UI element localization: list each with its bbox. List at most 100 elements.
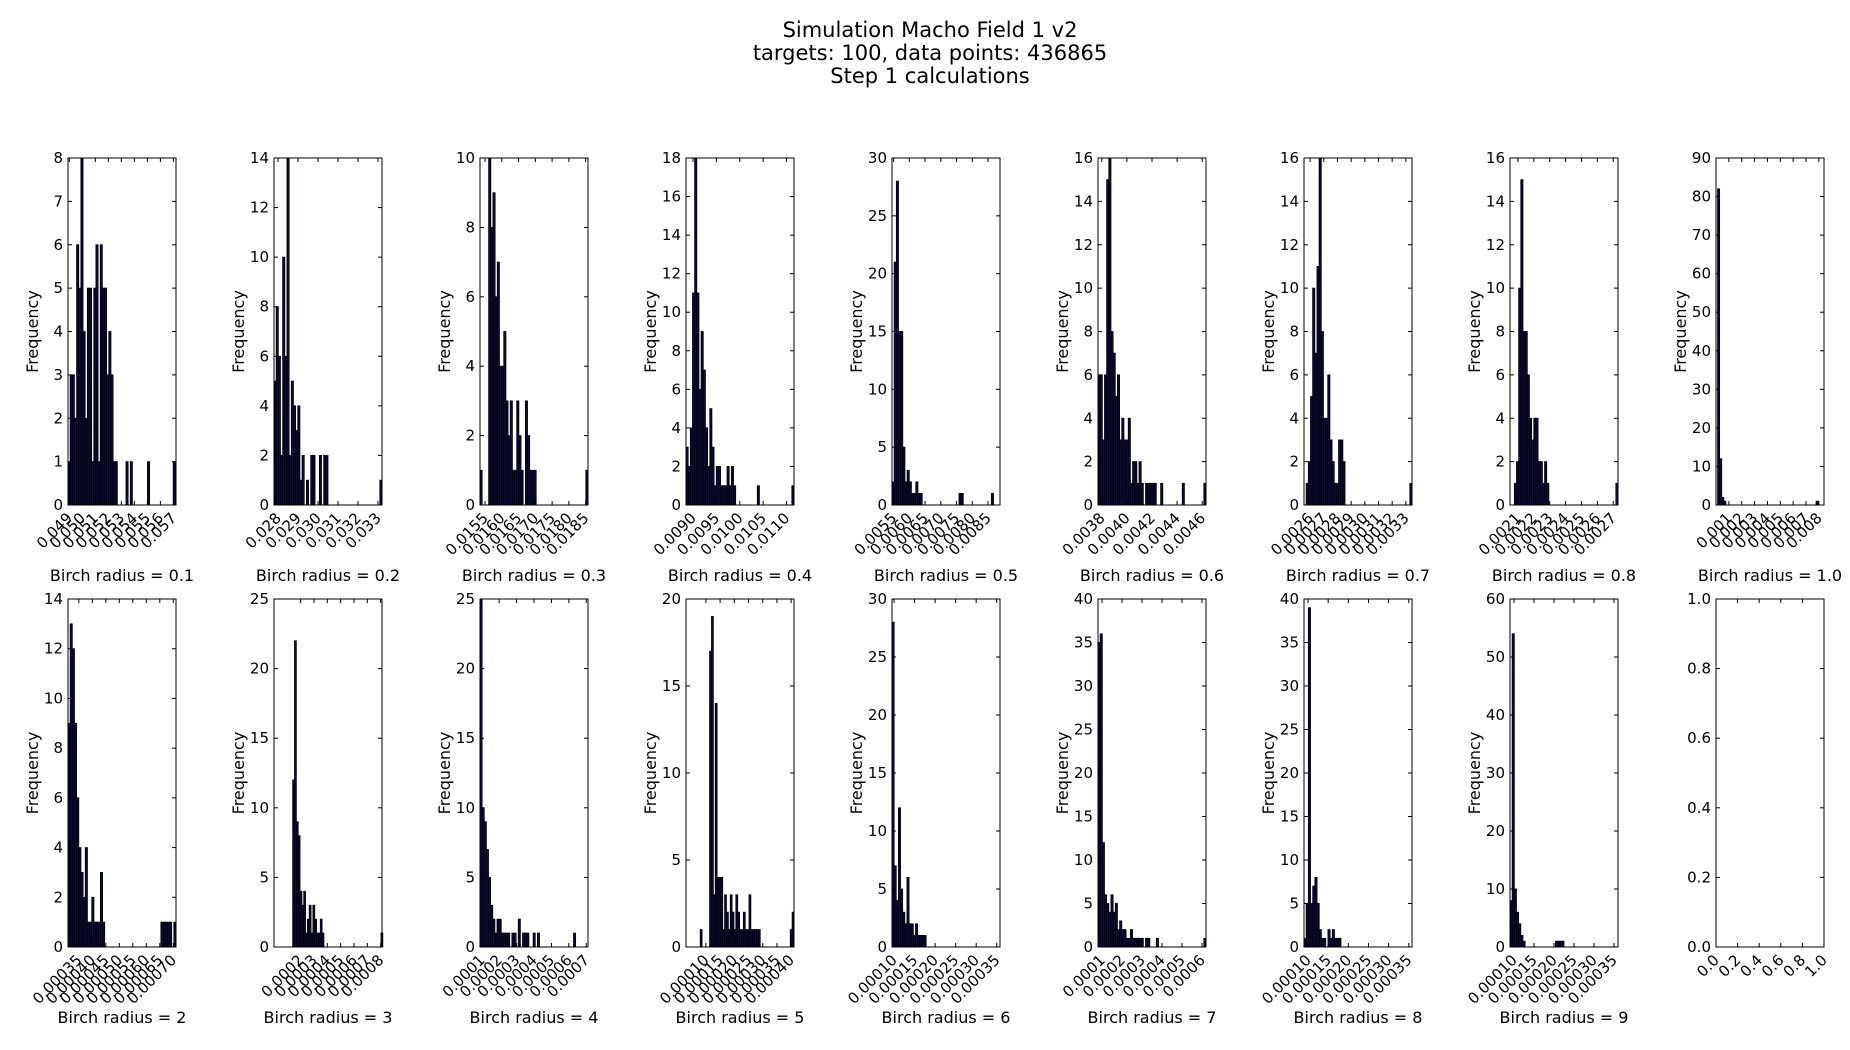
- y-tick-label: 30: [1280, 677, 1299, 695]
- bar-group: [1097, 157, 1207, 506]
- y-tick-label: 1.0: [1687, 590, 1711, 608]
- y-tick-label: 15: [456, 729, 475, 747]
- y-tick-label: 35: [1074, 634, 1093, 652]
- y-tick-label: 20: [1692, 419, 1711, 437]
- y-tick-label: 20: [662, 590, 681, 608]
- y-tick-label: 2: [671, 457, 681, 475]
- histogram-bar: [526, 932, 530, 948]
- x-axis-label: Birch radius = 8: [1294, 1008, 1423, 1027]
- axes-frame: [1715, 157, 1825, 506]
- y-tick-label: 2: [53, 888, 63, 906]
- histogram-bar: [1561, 940, 1565, 948]
- histogram-bar: [919, 493, 923, 506]
- y-tick-label: 5: [877, 438, 887, 456]
- histogram-3: 02468100.01550.01600.01650.01700.01750.0…: [435, 149, 606, 585]
- y-tick-label: 14: [250, 149, 269, 167]
- figure-title-line-3: Step 1 calculations: [830, 64, 1030, 88]
- axes-frame: [479, 157, 589, 506]
- histogram-10: 024681012140.000350.000400.000450.000500…: [23, 590, 186, 1027]
- y-tick-label: 4: [259, 397, 269, 415]
- axes-frame: [1715, 598, 1825, 948]
- y-tick-label: 20: [868, 706, 887, 724]
- y-tick-label: 4: [1289, 409, 1299, 427]
- bar-group: [67, 623, 177, 948]
- y-axis-label: Frequency: [435, 290, 454, 373]
- histogram-bar: [1717, 188, 1721, 506]
- y-tick-label: 20: [250, 660, 269, 678]
- y-tick-label: 8: [671, 342, 681, 360]
- y-tick-label: 80: [1692, 188, 1711, 206]
- y-tick-label: 12: [1486, 236, 1505, 254]
- histogram-bar: [960, 493, 964, 506]
- histogram-bar: [286, 157, 290, 506]
- y-tick-label: 10: [44, 689, 63, 707]
- axes-frame: [479, 598, 589, 948]
- y-tick-label: 90: [1692, 149, 1711, 167]
- y-tick-label: 10: [1486, 880, 1505, 898]
- y-tick-label: 14: [44, 590, 63, 608]
- y-tick-label: 16: [1486, 149, 1505, 167]
- x-axis-label: Birch radius = 7: [1088, 1008, 1217, 1027]
- bar-group: [891, 621, 927, 948]
- histogram-16: 05101520253035400.000100.000150.000200.0…: [1258, 590, 1422, 1027]
- y-tick-label: 14: [1280, 192, 1299, 210]
- bar-group: [292, 640, 384, 948]
- y-tick-label: 10: [1074, 851, 1093, 869]
- x-axis-label: Birch radius = 0.3: [462, 566, 606, 585]
- y-tick-label: 16: [1074, 149, 1093, 167]
- y-tick-label: 30: [1074, 677, 1093, 695]
- histogram-bar: [757, 929, 761, 948]
- y-tick-label: 14: [662, 226, 681, 244]
- y-tick-label: 70: [1692, 226, 1711, 244]
- y-tick-label: 0: [53, 496, 63, 514]
- y-tick-label: 2: [1083, 453, 1093, 471]
- y-tick-label: 30: [1486, 764, 1505, 782]
- y-tick-label: 10: [250, 799, 269, 817]
- histogram-bar: [1342, 461, 1346, 506]
- y-tick-label: 5: [259, 868, 269, 886]
- x-axis-label: Birch radius = 0.4: [668, 566, 812, 585]
- histogram-bar: [114, 461, 118, 506]
- bar-group: [685, 157, 795, 506]
- y-tick-label: 50: [1692, 303, 1711, 321]
- y-tick-label: 10: [250, 248, 269, 266]
- y-tick-label: 5: [671, 851, 681, 869]
- y-tick-label: 35: [1280, 634, 1299, 652]
- x-axis-label: Birch radius = 9: [1500, 1008, 1629, 1027]
- y-tick-label: 15: [1074, 808, 1093, 826]
- y-tick-label: 30: [868, 149, 887, 167]
- y-tick-label: 12: [1280, 236, 1299, 254]
- y-tick-label: 2: [259, 446, 269, 464]
- y-tick-label: 6: [53, 789, 63, 807]
- figure-title-line-2: targets: 100, data points: 436865: [753, 41, 1107, 65]
- histogram-bar: [1522, 940, 1526, 948]
- histogram-bar: [102, 921, 106, 948]
- y-tick-label: 30: [868, 590, 887, 608]
- y-tick-label: 8: [1495, 323, 1505, 341]
- y-tick-label: 0: [671, 496, 681, 514]
- y-tick-label: 5: [1083, 895, 1093, 913]
- y-axis-label: Frequency: [1259, 732, 1278, 815]
- y-tick-label: 5: [53, 279, 63, 297]
- histogram-bar: [125, 461, 129, 506]
- y-axis-label: Frequency: [641, 732, 660, 815]
- axes-frame: [273, 157, 383, 506]
- histogram-6: 02468101214160.00380.00400.00420.00440.0…: [1053, 149, 1224, 585]
- y-tick-label: 12: [44, 640, 63, 658]
- histogram-bar: [1140, 482, 1144, 506]
- histogram-bar: [1546, 482, 1550, 506]
- y-tick-label: 1: [53, 453, 63, 471]
- y-tick-label: 12: [1074, 236, 1093, 254]
- histogram-18: 0.00.20.40.60.81.00.00.20.40.60.81.0: [1687, 590, 1831, 981]
- bar-group: [1513, 179, 1619, 506]
- histogram-8: 02468101214160.00210.00220.00230.00240.0…: [1465, 149, 1636, 585]
- y-tick-label: 5: [1289, 895, 1299, 913]
- histogram-13: 051015200.000100.000150.000200.000250.00…: [641, 590, 804, 1027]
- histogram-4: 0246810121416180.00900.00950.01000.01050…: [641, 149, 812, 585]
- histogram-bar: [1147, 937, 1151, 948]
- axes-frame: [891, 157, 1001, 506]
- y-tick-label: 20: [1280, 764, 1299, 782]
- histogram-bar: [147, 461, 150, 506]
- y-axis-label: Frequency: [1465, 732, 1484, 815]
